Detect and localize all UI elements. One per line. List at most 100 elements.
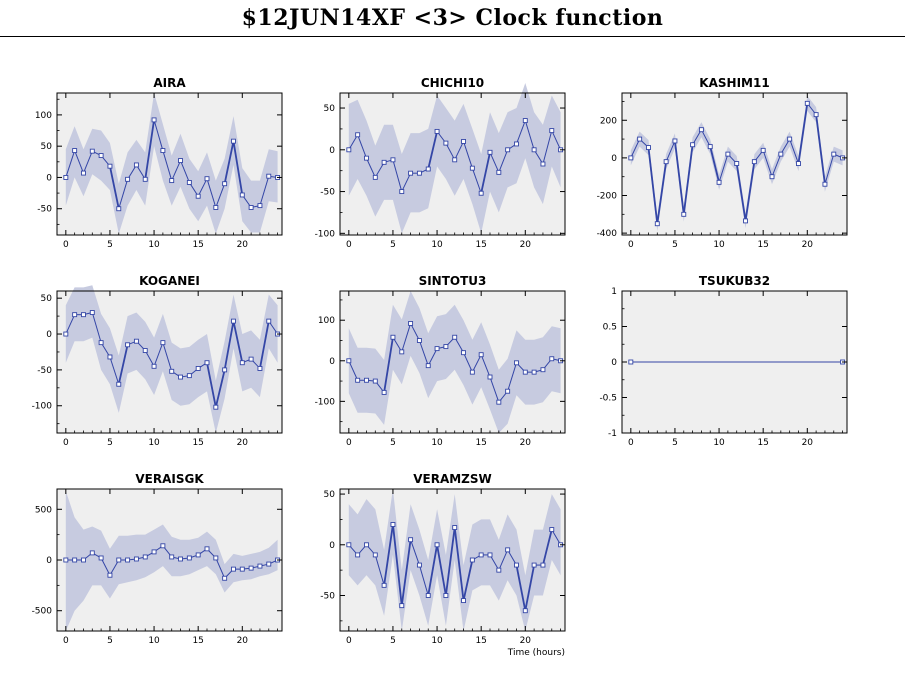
line-segment [498, 149, 509, 173]
line-segment [551, 130, 562, 151]
x-tick-label: 5 [390, 438, 396, 448]
data-point [133, 556, 139, 562]
data-point [434, 542, 440, 548]
data-point [204, 546, 210, 552]
line-segment [542, 529, 553, 566]
y-tick-label: 500 [35, 505, 52, 515]
data-point [169, 554, 175, 560]
data-point [408, 321, 414, 326]
data-point [63, 174, 69, 180]
data-point [169, 178, 175, 184]
plot-frame [339, 290, 566, 434]
data-point [787, 136, 793, 142]
data-point [646, 145, 651, 150]
data-point [355, 552, 361, 558]
line-segment [366, 157, 376, 178]
data-point [151, 363, 157, 369]
data-point [151, 549, 157, 555]
data-point [443, 140, 449, 146]
x-tick-label: 15 [475, 636, 486, 646]
data-point [266, 173, 272, 179]
line-segment [392, 524, 403, 606]
data-point [107, 572, 113, 578]
data-point [169, 368, 175, 374]
x-tick-label: 0 [63, 438, 69, 448]
data-point [346, 147, 352, 153]
y-tick-label: -50 [320, 188, 335, 198]
data-point [160, 543, 166, 549]
data-point [408, 170, 414, 176]
y-tick-label: 0 [611, 154, 617, 164]
y-tick-label: 200 [600, 116, 617, 126]
x-tick-label: 5 [672, 438, 678, 448]
data-point [487, 374, 493, 380]
data-point [151, 117, 157, 123]
data-point [672, 138, 678, 144]
data-point [549, 527, 555, 533]
data-point [346, 358, 352, 364]
data-point [231, 138, 236, 144]
data-point [231, 318, 236, 324]
data-point [178, 158, 183, 164]
x-tick-label: 0 [628, 438, 634, 448]
data-point [514, 360, 519, 366]
line-segment [454, 141, 464, 161]
panel-title: KASHIM11 [699, 76, 769, 90]
line-segment [674, 140, 685, 215]
line-segment [348, 134, 359, 151]
line-segment [489, 152, 500, 173]
x-tick-label: 20 [520, 636, 532, 646]
line-segment [180, 160, 190, 183]
series-line [65, 312, 279, 408]
y-tick-label: 1 [611, 287, 617, 297]
panel-sintotu3: 0 5 10 15 20 100 0 -100 SINTOTU3 [315, 274, 566, 448]
y-tick-label: 50 [324, 490, 336, 500]
line-segment [542, 130, 553, 165]
data-point [239, 360, 245, 366]
data-point [195, 193, 201, 199]
line-segment [524, 120, 535, 150]
data-point [452, 157, 458, 163]
data-point [469, 165, 475, 171]
line-segment [507, 549, 517, 566]
data-point [160, 148, 166, 154]
data-point [531, 562, 537, 568]
panel-title: AIRA [153, 76, 186, 90]
data-point [257, 203, 263, 209]
line-segment [144, 350, 155, 367]
data-point [257, 563, 263, 569]
x-tick-label: 10 [431, 240, 443, 250]
line-segment [259, 320, 270, 369]
data-point [248, 356, 254, 362]
x-tick-label: 0 [346, 636, 352, 646]
data-point [461, 350, 466, 356]
line-segment [507, 362, 517, 392]
line-segment [118, 179, 129, 209]
line-segment [418, 564, 429, 596]
data-point [63, 331, 69, 337]
data-point [390, 334, 396, 340]
x-tick-label: 20 [237, 636, 249, 646]
data-point [72, 148, 78, 154]
data-point [443, 593, 449, 598]
data-point [160, 340, 166, 346]
line-segment [410, 539, 420, 566]
line-segment [682, 144, 694, 215]
panel-aira: 0 5 10 15 20 100 50 0 -50 AIRA [35, 76, 283, 250]
data-point [496, 169, 502, 175]
data-point [434, 128, 440, 134]
data-point [531, 147, 537, 153]
x-tick-label: 20 [237, 438, 249, 448]
line-segment [762, 150, 773, 177]
y-tick-label: 50 [324, 104, 336, 114]
data-point [522, 118, 528, 124]
line-segment [109, 166, 120, 209]
line-segment [780, 138, 791, 155]
data-point [372, 174, 378, 180]
data-point [266, 318, 272, 324]
x-tick-label: 20 [802, 438, 814, 448]
line-segment [401, 323, 412, 353]
data-point [355, 377, 361, 383]
data-point [81, 312, 86, 318]
line-segment [383, 337, 394, 393]
